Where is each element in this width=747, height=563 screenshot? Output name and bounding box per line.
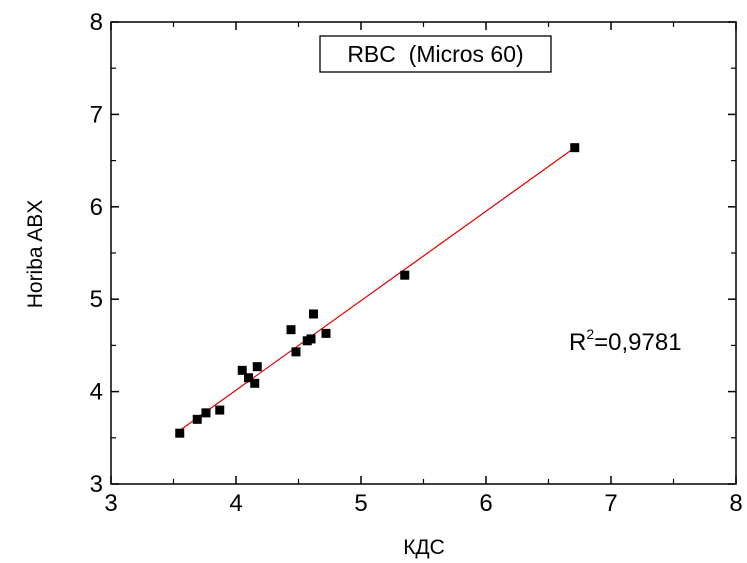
data-point — [400, 270, 410, 280]
y-tick-label: 3 — [90, 471, 103, 498]
r-squared-annotation: R2=0,9781 — [569, 326, 682, 356]
data-point — [192, 414, 202, 424]
legend-label: RBC (Micros 60) — [347, 41, 523, 67]
data-point — [570, 143, 580, 153]
data-point — [321, 328, 331, 338]
legend-box: RBC (Micros 60) — [319, 35, 552, 73]
y-tick-label: 4 — [90, 379, 103, 406]
data-point — [306, 334, 316, 344]
x-tick-label: 8 — [729, 490, 742, 517]
data-point — [286, 325, 296, 335]
fit-line — [176, 147, 576, 433]
y-axis-title: Horiba ABX — [24, 200, 47, 309]
y-tick-label: 7 — [90, 101, 103, 128]
x-tick-label: 7 — [604, 490, 617, 517]
x-tick-label: 3 — [104, 490, 117, 517]
r-squared-value: =0,9781 — [594, 329, 681, 356]
y-tick-label: 8 — [90, 9, 103, 36]
data-point — [201, 408, 211, 418]
r-squared-superscript: 2 — [586, 326, 594, 342]
x-tick-label: 6 — [479, 490, 492, 517]
x-tick-label: 4 — [229, 490, 242, 517]
y-tick-label: 6 — [90, 194, 103, 221]
legend-frame — [319, 35, 552, 73]
y-tick-label: 5 — [90, 286, 103, 313]
data-point — [237, 365, 247, 375]
axis-ticks — [110, 21, 737, 485]
data-point — [175, 428, 185, 438]
fit-line-group — [176, 147, 576, 433]
data-point — [309, 309, 318, 319]
data-point — [252, 362, 262, 372]
tick-labels: 3 4 5 6 7 8 3 4 5 6 7 8 — [90, 9, 743, 517]
data-point — [215, 405, 225, 415]
x-tick-label: 5 — [354, 490, 367, 517]
x-axis-title: КДС — [403, 536, 445, 559]
data-point — [244, 373, 253, 383]
data-points — [175, 143, 580, 438]
r-squared-base: R — [569, 329, 586, 356]
data-point — [250, 378, 260, 388]
data-point — [291, 347, 301, 357]
